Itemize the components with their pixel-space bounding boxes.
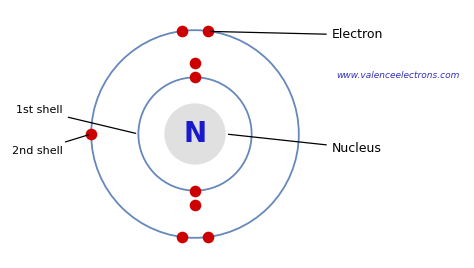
Text: 2nd shell: 2nd shell [12, 135, 89, 155]
Text: N: N [183, 120, 207, 148]
Text: Nucleus: Nucleus [228, 134, 382, 155]
Point [178, 29, 186, 34]
Point [191, 188, 199, 193]
Point [204, 234, 212, 239]
Point [204, 29, 212, 34]
Text: 1st shell: 1st shell [16, 105, 136, 133]
Point [191, 61, 199, 65]
Ellipse shape [164, 103, 226, 165]
Point [178, 234, 186, 239]
Text: Electron: Electron [211, 28, 383, 41]
Point [191, 75, 199, 80]
Text: www.valenceelectrons.com: www.valenceelectrons.com [337, 70, 460, 80]
Point [87, 132, 95, 136]
Point [191, 203, 199, 207]
